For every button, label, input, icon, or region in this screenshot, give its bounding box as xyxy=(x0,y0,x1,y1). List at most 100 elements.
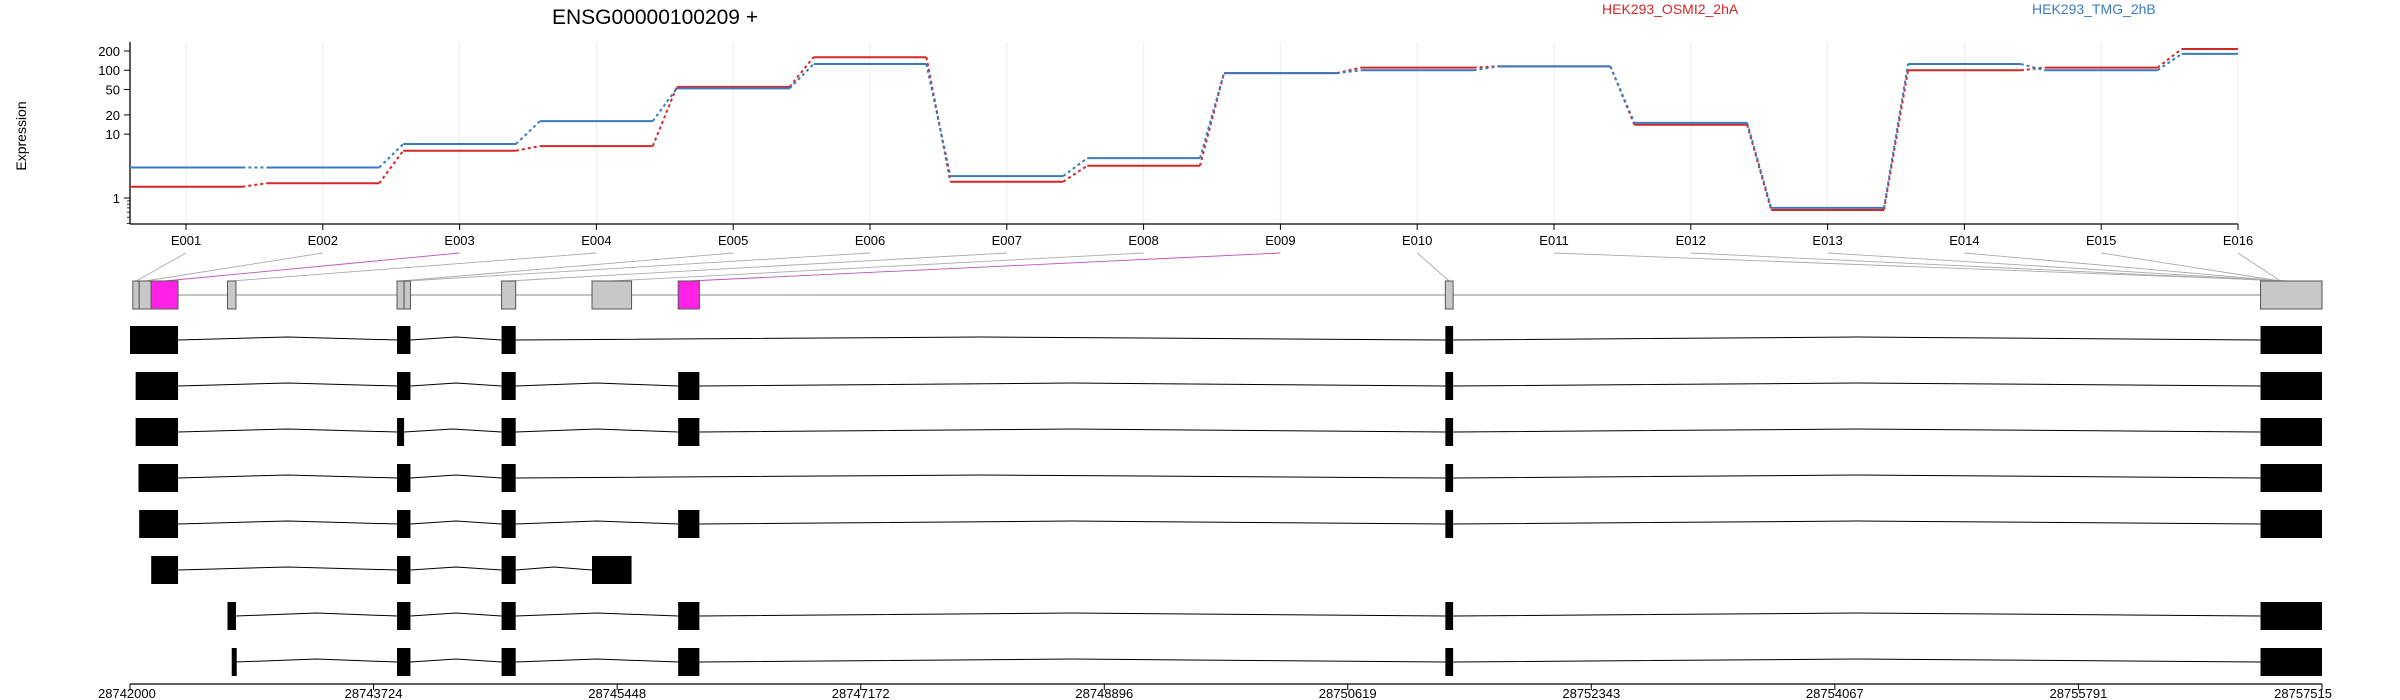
transcript-exon-block xyxy=(501,556,516,584)
exon-E005 xyxy=(396,280,405,310)
x-tick-label: E004 xyxy=(581,233,611,248)
series-2-connector xyxy=(925,63,952,177)
genome-ticks: 28742000 28743724 28745448 28747172 28748896… xyxy=(98,684,2332,700)
genome-tick-label: 28754067 xyxy=(1806,686,1864,700)
y-ticks: 1 10 20 50 100 200 xyxy=(98,44,130,224)
x-tick-label: E003 xyxy=(444,233,474,248)
transcript-exon-block xyxy=(397,510,411,538)
y-tick-label: 10 xyxy=(106,127,120,142)
transcript-exon-block xyxy=(397,326,411,354)
exon-connector xyxy=(1416,252,1450,282)
exon-connector xyxy=(1690,252,2281,282)
exon-E006 xyxy=(403,280,411,310)
transcript-exon-block xyxy=(501,326,516,354)
genome-tick-label: 28757515 xyxy=(2274,686,2332,700)
exon-connector xyxy=(2101,252,2281,282)
intron-line xyxy=(410,520,502,525)
x-tick-label: E005 xyxy=(718,233,748,248)
exon-connector xyxy=(508,252,1007,282)
intron-line xyxy=(235,612,398,617)
x-tick-label: E007 xyxy=(992,233,1022,248)
intron-line xyxy=(178,428,398,433)
exon-E001 xyxy=(132,280,140,310)
transcript-exon-block xyxy=(397,602,411,630)
y-tick-label: 20 xyxy=(106,108,120,123)
transcript-exon-block xyxy=(2260,464,2322,492)
transcript-exon-block xyxy=(678,510,700,538)
transcript-exon-block xyxy=(1445,648,1454,676)
series-2-connector xyxy=(378,143,404,169)
genome-tick-label: 28752343 xyxy=(1562,686,1620,700)
y-tick-label: 1 xyxy=(113,191,120,206)
intron-line xyxy=(410,474,502,479)
y-tick-label: 100 xyxy=(98,63,120,78)
intron-line xyxy=(178,566,398,571)
exon-connector xyxy=(407,252,871,282)
transcript-exon-block xyxy=(678,372,700,400)
legend-entry-series-2: HEK293_TMG_2hB xyxy=(2032,1,2156,17)
series-1-connector xyxy=(651,86,678,147)
exon-E004 xyxy=(226,280,237,310)
transcript-exon-block xyxy=(151,556,179,584)
transcript-3 xyxy=(135,418,2322,446)
transcript-5 xyxy=(139,510,2322,538)
transcript-exon-block xyxy=(1445,510,1454,538)
transcript-exon-block xyxy=(1445,418,1454,446)
transcript-exon-block xyxy=(501,648,516,676)
transcript-exon-block xyxy=(397,648,411,676)
x-tick-label: E013 xyxy=(1812,233,1842,248)
chart-grid xyxy=(185,42,2239,224)
series-2-connector xyxy=(515,120,541,145)
exon-connector xyxy=(231,252,597,282)
y-tick-label: 50 xyxy=(106,82,120,97)
transcript-1 xyxy=(130,326,2322,354)
series-1-connector xyxy=(1746,124,1773,211)
transcript-exon-block xyxy=(397,464,411,492)
chart-title: ENSG00000100209 + xyxy=(552,6,758,29)
exon-connector xyxy=(164,252,460,282)
transcripts xyxy=(130,326,2322,676)
transcript-exon-block xyxy=(130,326,179,354)
transcript-exon-block xyxy=(2260,372,2322,400)
transcript-exon-block xyxy=(1445,372,1454,400)
intron-line xyxy=(515,612,679,617)
transcript-exon-block xyxy=(501,602,516,630)
legend-entry-series-1: HEK293_OSMI2_2hA xyxy=(1602,1,1739,17)
exon-E002 xyxy=(138,280,152,310)
transcript-exon-block xyxy=(501,510,516,538)
intron-line xyxy=(410,382,502,387)
intron-line xyxy=(699,612,1446,617)
x-tick-label: E010 xyxy=(1402,233,1432,248)
genome-tick-label: 28748896 xyxy=(1075,686,1133,700)
transcript-2 xyxy=(135,372,2322,400)
intron-line xyxy=(699,382,1446,387)
transcript-exon-block xyxy=(591,556,632,584)
series-1-connector xyxy=(2156,48,2183,69)
series-2 xyxy=(130,52,2238,209)
exon-connectors xyxy=(135,252,2292,282)
series-2-connector xyxy=(1473,65,1498,72)
intron-line xyxy=(1453,520,2261,525)
x-ticks: E001 E002 E003 E004 E005 E006 E007 E008 E009 E010… xyxy=(171,224,2253,248)
series-1-connector xyxy=(378,150,405,184)
intron-line xyxy=(410,336,502,341)
transcript-exon-block xyxy=(397,556,411,584)
series-layer xyxy=(130,47,2238,211)
exon-E009 xyxy=(677,280,700,310)
transcript-exon-block xyxy=(139,510,179,538)
exon-E003 xyxy=(150,280,179,310)
genome-tick-label: 28755791 xyxy=(2050,686,2108,700)
transcript-exon-block xyxy=(501,464,516,492)
x-tick-label: E016 xyxy=(2223,233,2253,248)
genome-tick-label: 28745448 xyxy=(588,686,646,700)
x-tick-label: E002 xyxy=(308,233,338,248)
series-1-connector xyxy=(1062,164,1088,183)
x-tick-label: E006 xyxy=(855,233,885,248)
transcript-exon-block xyxy=(138,464,179,492)
intron-line xyxy=(515,566,593,571)
genome-tick-label: 28743724 xyxy=(345,686,403,700)
genome-tick-label: 28750619 xyxy=(1319,686,1377,700)
transcript-exon-block xyxy=(397,372,411,400)
exon-connector xyxy=(688,252,1281,282)
